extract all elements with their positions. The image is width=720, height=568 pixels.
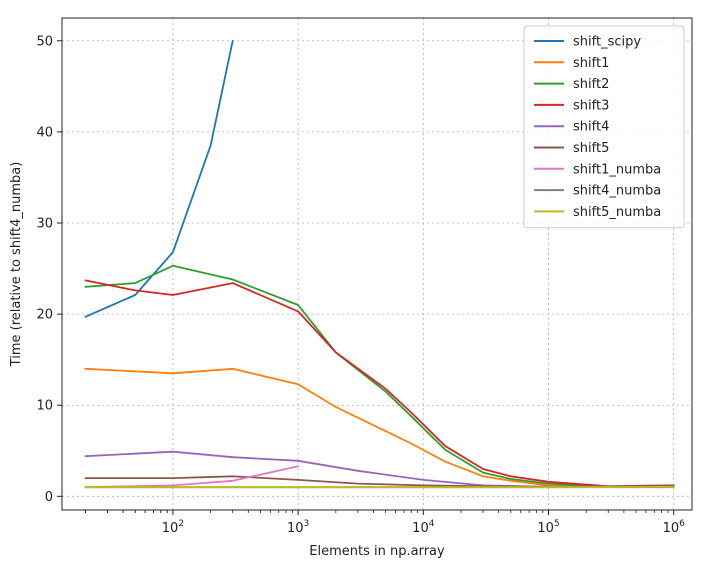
x-tick-label: 103: [287, 519, 309, 536]
series-line-shift1-numba: [84, 465, 300, 489]
legend: shift_scipy shift1 shift2 shift3 shift4 shift…: [523, 25, 685, 229]
legend-box: [523, 25, 685, 229]
series-line-shift2: [84, 264, 675, 488]
legend-entry-label: shift5: [573, 141, 609, 156]
legend-entry-label: shift_scipy: [573, 35, 641, 50]
y-tick-label: 10: [36, 399, 53, 414]
legend-entry-label: shift4_numba: [573, 184, 661, 199]
y-tick-label: 20: [36, 308, 53, 323]
x-tick-label: 105: [537, 519, 559, 536]
y-axis-ticks: 0 10 20 30 40 50: [36, 34, 62, 505]
x-axis-ticks: 102 103 104 105 106: [85, 510, 685, 536]
series-lines: [84, 39, 675, 489]
plot-frame: [61, 17, 693, 511]
y-tick-label: 0: [45, 490, 53, 505]
legend-entry-label: shift5_numba: [573, 205, 661, 220]
legend-entry-label: shift1_numba: [573, 162, 661, 177]
x-tick-label: 104: [412, 519, 435, 536]
x-tick-label: 106: [663, 519, 686, 536]
legend-entry-label: shift1: [573, 56, 609, 71]
x-axis-label: Elements in np.array: [309, 544, 445, 559]
legend-entry-label: shift3: [573, 98, 609, 113]
y-tick-label: 40: [36, 125, 53, 140]
y-tick-label: 50: [36, 34, 53, 49]
x-tick-label: 102: [162, 519, 184, 536]
series-line-shift-scipy: [84, 39, 234, 318]
series-line-shift3: [84, 279, 675, 488]
y-tick-label: 30: [36, 217, 53, 232]
y-axis-label: Time (relative to shift4_numba): [9, 162, 24, 368]
series-line-shift1: [84, 367, 675, 488]
legend-entry-label: shift2: [573, 77, 609, 92]
legend-entry-label: shift4: [573, 120, 609, 135]
